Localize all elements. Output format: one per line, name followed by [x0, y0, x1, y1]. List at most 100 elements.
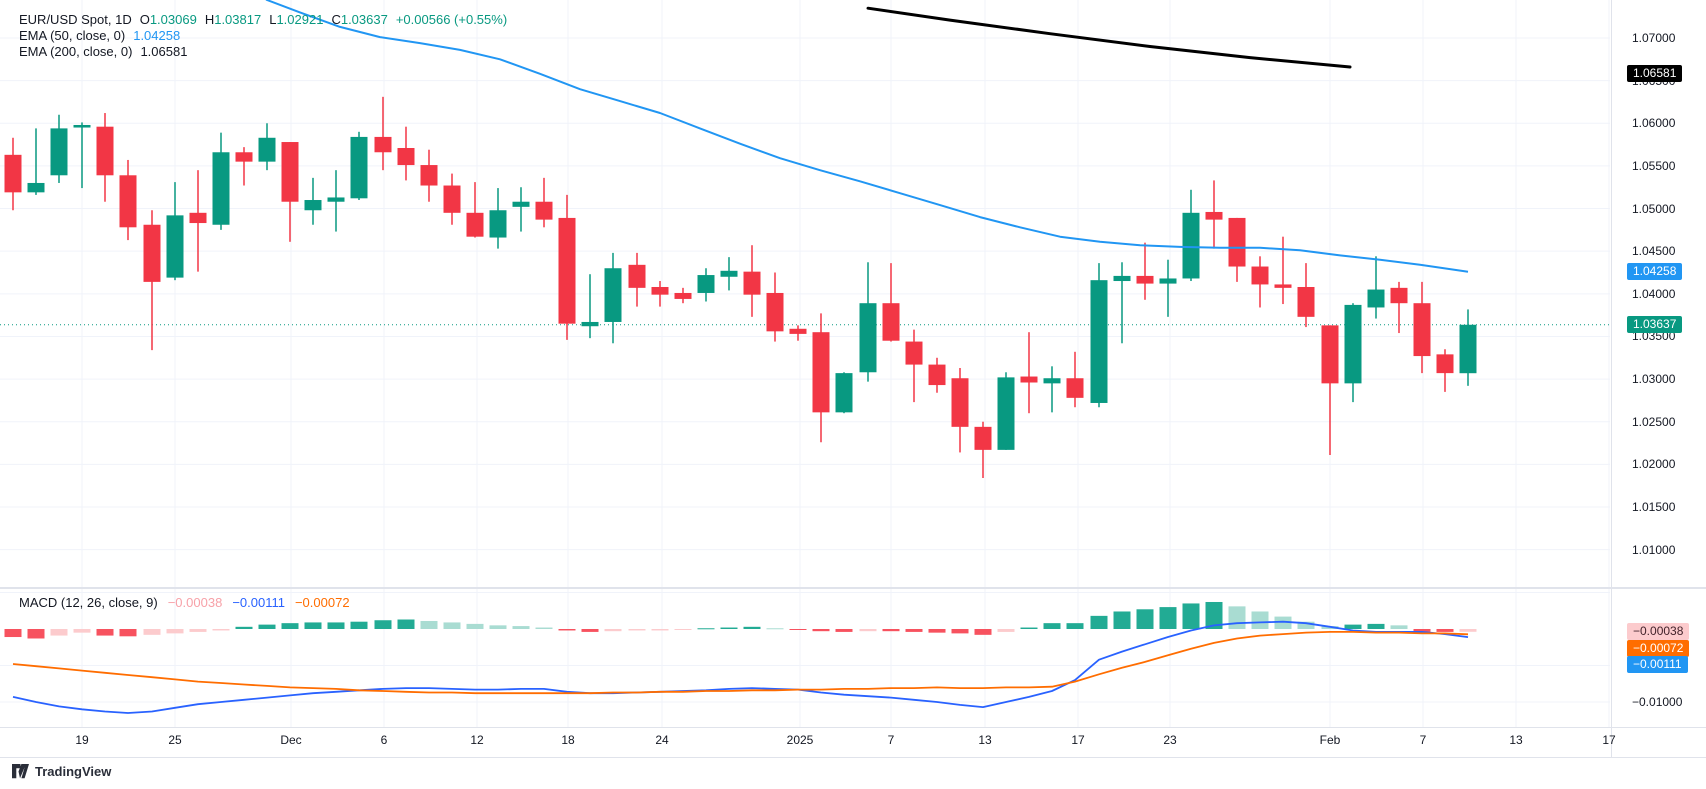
low-value: 1.02921 [276, 12, 324, 27]
candle-body [96, 126, 114, 176]
candle-body [1159, 278, 1177, 284]
candle-body [558, 217, 576, 324]
macd-histogram-bar [674, 629, 692, 630]
candle-body [166, 215, 184, 278]
symbol-title[interactable]: EUR/USD Spot, 1D [19, 12, 132, 27]
symbol-ohlc-row[interactable]: EUR/USD Spot, 1D O1.03069 H1.03817 L1.02921… [19, 12, 507, 28]
macd-histogram-bar [720, 627, 738, 629]
macd-label[interactable]: MACD (12, 26, close, 9) [19, 595, 158, 610]
ema50-legend-row[interactable]: EMA (50, close, 0) 1.04258 [19, 28, 507, 44]
macd-histogram-bar [1090, 615, 1108, 629]
macd-histogram-bar [997, 629, 1015, 632]
macd-histogram-bar [604, 629, 622, 632]
candle-body [1459, 324, 1477, 374]
open-value: 1.03069 [149, 12, 197, 27]
high-key: H [204, 12, 215, 27]
candle-body [1113, 275, 1131, 282]
candle-body [281, 142, 299, 202]
candle-body [50, 128, 68, 176]
candle-body [1228, 217, 1246, 267]
pane-separator[interactable] [0, 587, 1706, 589]
candle-body [789, 328, 807, 334]
candle-body [743, 271, 761, 295]
macd-hist-value: −0.00038 [167, 595, 223, 610]
macd-histogram-bar [1228, 606, 1246, 629]
price-axis-label: 1.04500 [1632, 244, 1676, 259]
time-axis-label: 17 [1602, 733, 1616, 747]
macd-histogram-bar [1367, 623, 1385, 629]
macd-histogram-bar [50, 629, 68, 636]
macd-line-value: −0.00111 [232, 595, 285, 610]
candle-body [189, 212, 207, 224]
macd-axis-badge: −0.00111 [1627, 655, 1688, 673]
macd-histogram-bar [1413, 629, 1431, 632]
macd-histogram-bar [189, 629, 207, 632]
macd-histogram-bar [258, 624, 276, 629]
candle-body [1344, 304, 1362, 384]
macd-histogram-bar [1251, 611, 1269, 629]
time-axis-label: 25 [168, 733, 182, 747]
time-axis-label: 17 [1071, 733, 1085, 747]
macd-histogram-bar [789, 629, 807, 630]
symbol-legend[interactable]: EUR/USD Spot, 1D O1.03069 H1.03817 L1.02921… [19, 12, 507, 60]
ema200-value: 1.06581 [140, 44, 188, 59]
candle-body [1367, 289, 1385, 308]
price-axis-badge: 1.06581 [1627, 65, 1683, 83]
candle-body [374, 136, 392, 153]
macd-histogram-bar [905, 629, 923, 632]
macd-histogram-bar [96, 629, 114, 636]
candle-body [27, 182, 45, 193]
macd-histogram-bar [212, 629, 230, 631]
candle-body [628, 264, 646, 288]
time-axis-separator [0, 727, 1706, 728]
macd-histogram-bar [581, 629, 599, 632]
high-value: 1.03817 [214, 12, 262, 27]
price-axis-label: 1.01500 [1632, 500, 1676, 514]
macd-histogram-bar [812, 629, 830, 632]
ema200-legend-row[interactable]: EMA (200, close, 0) 1.06581 [19, 44, 507, 60]
macd-histogram-bar [1020, 627, 1038, 629]
price-axis-label: 1.04000 [1632, 286, 1676, 301]
candle-body [882, 303, 900, 341]
time-axis-label: 7 [1419, 733, 1427, 747]
macd-histogram-bar [951, 629, 969, 634]
macd-histogram-bar [143, 629, 161, 635]
candle-body [1321, 325, 1339, 384]
tradingview-wordmark: TradingView [35, 764, 112, 779]
tradingview-branding[interactable]: TradingView [12, 764, 111, 779]
candle-body [859, 303, 877, 373]
candle-body [350, 136, 368, 199]
ema200-label[interactable]: EMA (200, close, 0) [19, 44, 133, 59]
time-axis-label: 18 [561, 733, 575, 747]
macd-legend-row[interactable]: MACD (12, 26, close, 9) −0.00038 −0.00111−… [19, 595, 350, 610]
time-axis-label: 24 [655, 733, 669, 747]
macd-histogram-bar [1436, 629, 1454, 632]
macd-histogram-bar [281, 623, 299, 629]
candle-body [1413, 303, 1431, 357]
price-axis-label: 1.01000 [1632, 542, 1676, 557]
ema50-value: 1.04258 [133, 28, 181, 43]
candle-body [720, 270, 738, 277]
low-key: L [269, 12, 277, 27]
price-axis-label: 1.05000 [1632, 201, 1676, 216]
candle-body [766, 292, 784, 332]
candle-body [835, 373, 853, 413]
candle-body [928, 364, 946, 386]
macd-histogram-bar [743, 626, 761, 629]
macd-histogram-bar [1344, 624, 1362, 629]
time-axis-label: 19 [75, 733, 89, 747]
ema50-label[interactable]: EMA (50, close, 0) [19, 28, 126, 43]
macd-histogram-bar [73, 629, 91, 633]
macd-histogram-bar [397, 619, 415, 629]
macd-histogram-bar [374, 620, 392, 629]
macd-histogram-bar [651, 629, 669, 631]
price-axis-label: 1.07000 [1632, 31, 1676, 45]
close-value: 1.03637 [340, 12, 388, 27]
candle-body [1205, 211, 1223, 220]
candle-body [1182, 212, 1200, 279]
macd-histogram-bar [1159, 607, 1177, 629]
macd-histogram-bar [489, 625, 507, 629]
macd-histogram-bar [512, 626, 530, 629]
